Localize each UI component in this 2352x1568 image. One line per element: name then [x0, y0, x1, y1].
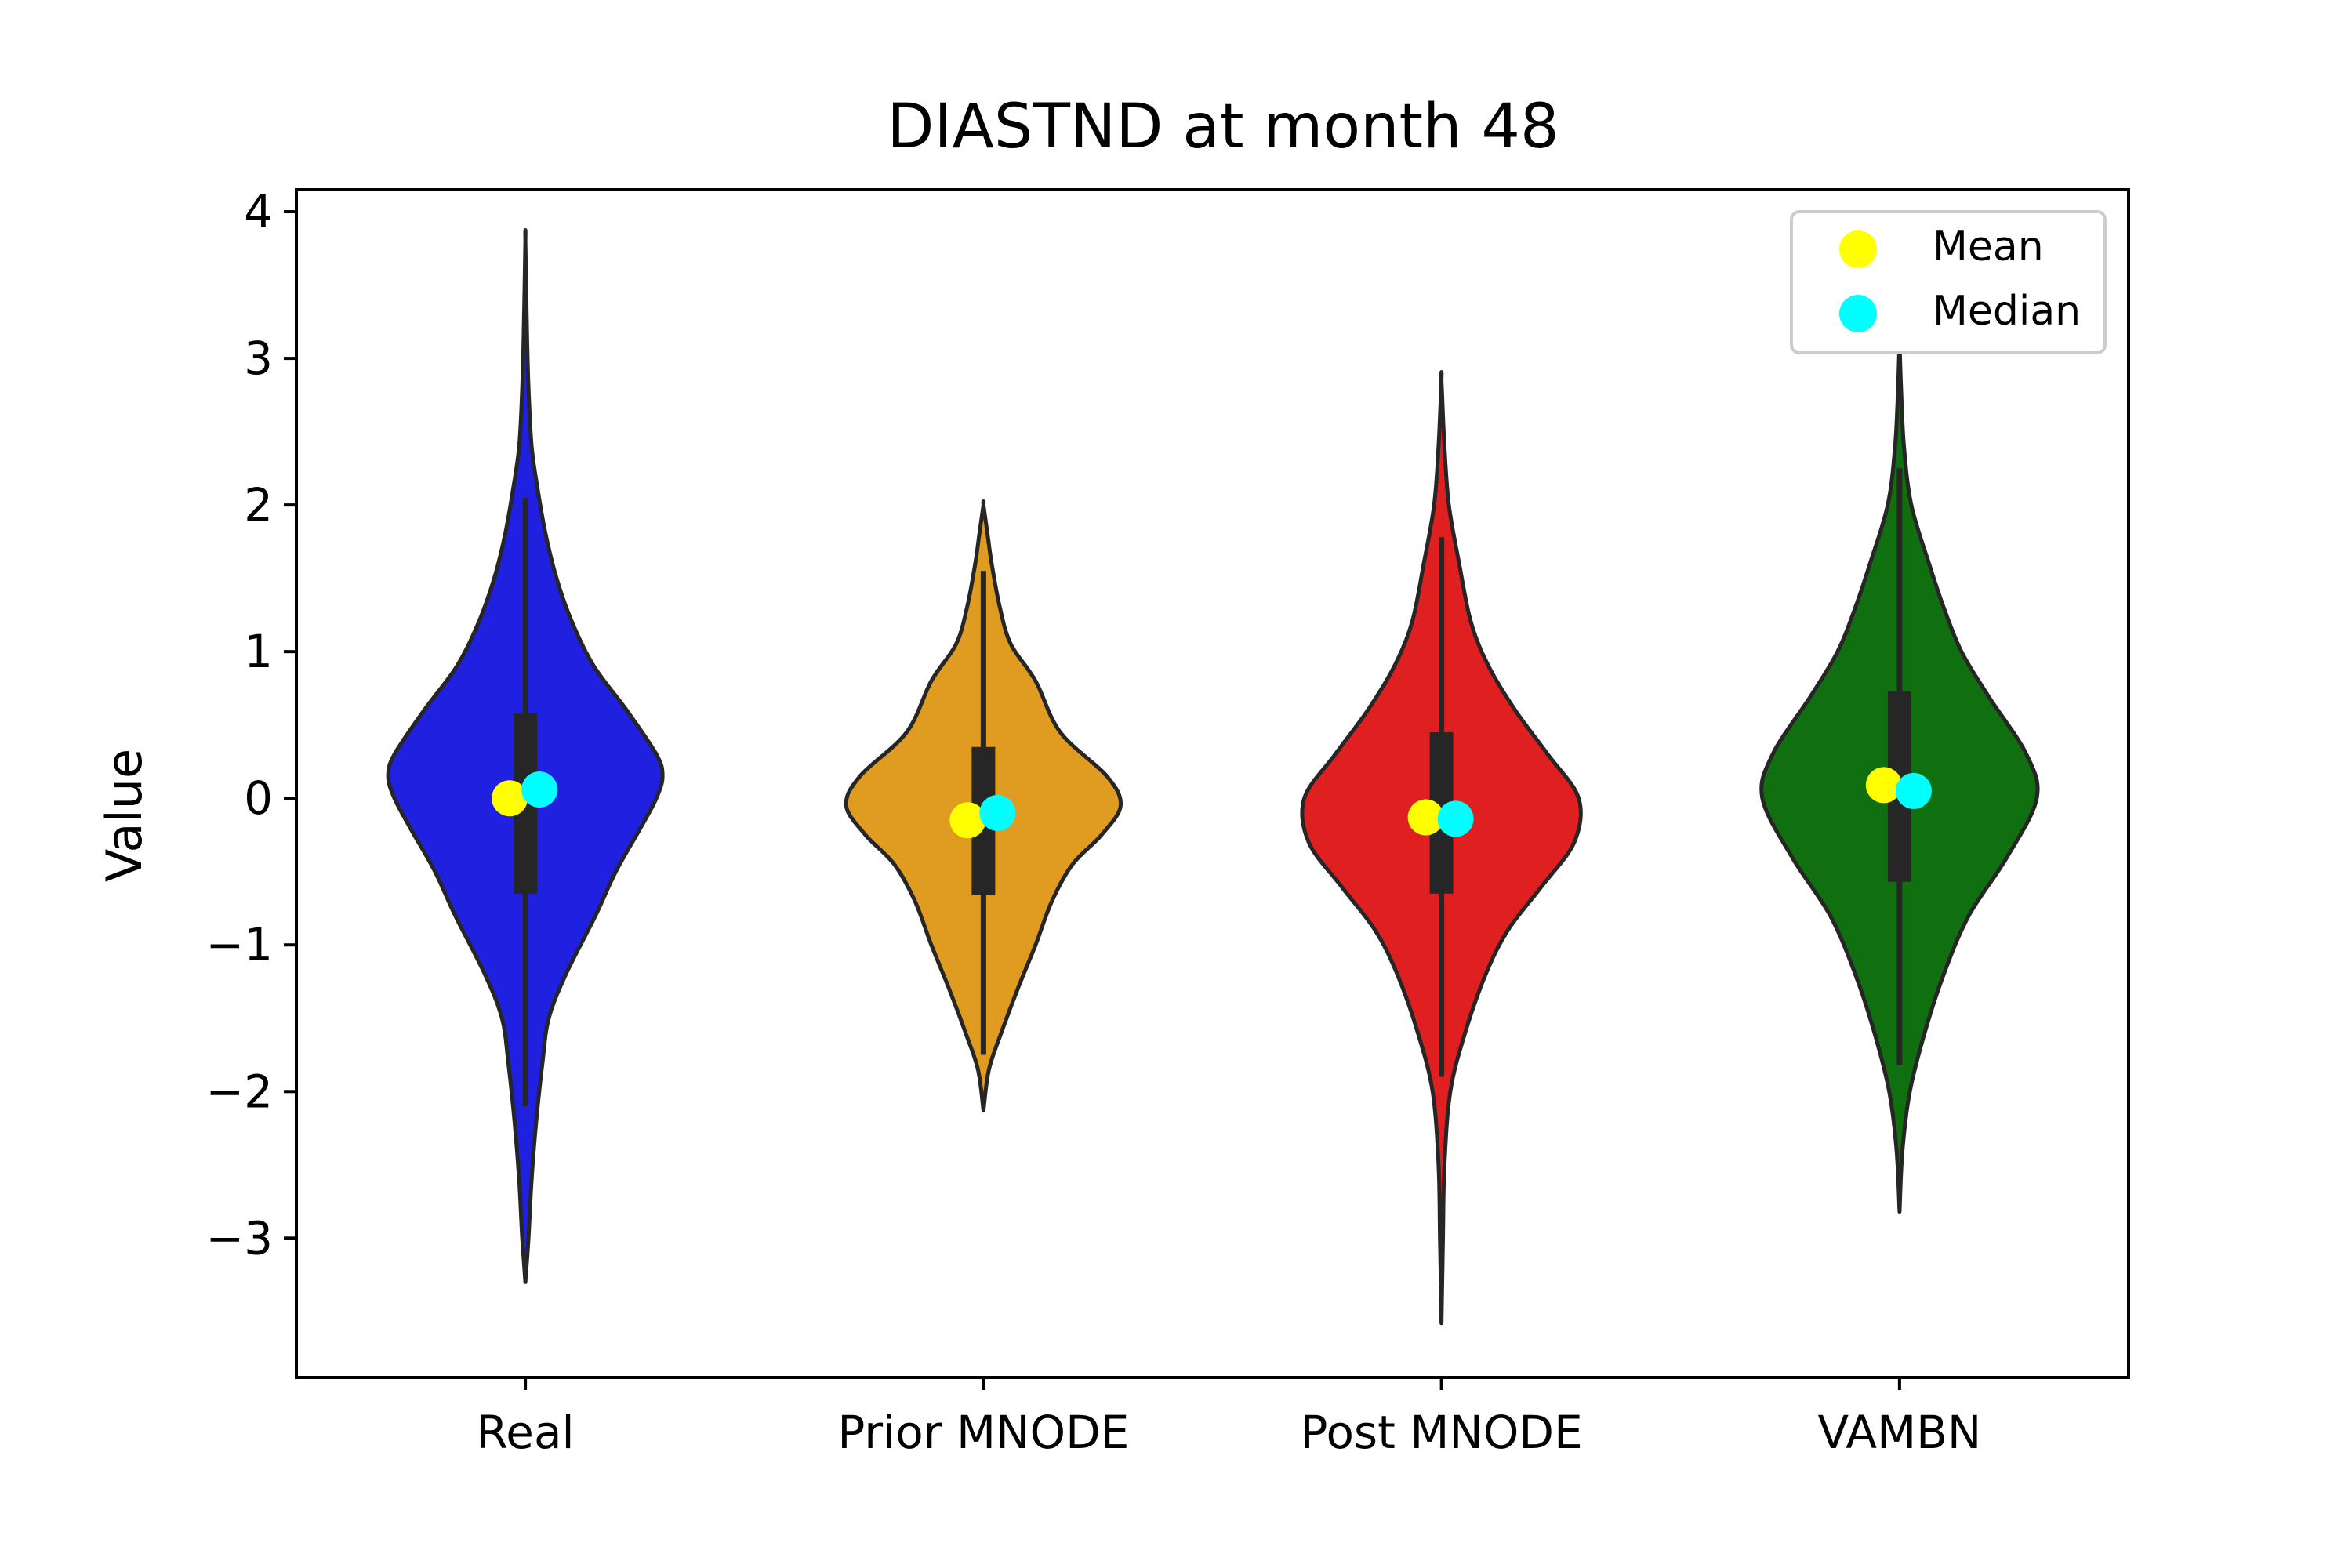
- mean-marker: [1865, 767, 1902, 804]
- mean-marker: [949, 802, 986, 839]
- legend-mean-label: Mean: [1933, 223, 2044, 270]
- x-tick-label: Real: [477, 1406, 575, 1459]
- x-tick-label: Post MNODE: [1301, 1406, 1583, 1459]
- chart-title: DIASTND at month 48: [887, 92, 1559, 162]
- legend-median-marker: [1839, 295, 1877, 332]
- y-tick-label: −3: [206, 1211, 274, 1265]
- y-tick-label: 3: [244, 332, 273, 385]
- y-tick-label: 2: [244, 478, 273, 532]
- x-tick-label: VAMBN: [1817, 1406, 1981, 1459]
- mean-marker: [492, 780, 528, 817]
- legend: Mean Median: [1790, 210, 2107, 354]
- y-tick-label: 0: [244, 771, 273, 825]
- y-tick-label: −1: [206, 918, 274, 971]
- y-tick-label: 4: [244, 185, 273, 238]
- plot-area: −3 −2 −1 0 1 2 3 4 Real Prior MNODE Post MNODE VAMB…: [206, 185, 2130, 1459]
- mean-marker: [1407, 799, 1444, 836]
- median-marker: [1895, 772, 1932, 809]
- legend-median-label: Median: [1933, 288, 2081, 335]
- y-tick-label: −2: [206, 1065, 274, 1118]
- median-marker: [521, 771, 558, 808]
- y-tick-label: 1: [244, 625, 273, 678]
- median-marker: [979, 794, 1016, 831]
- x-tick-label: Prior MNODE: [837, 1406, 1129, 1459]
- median-marker: [1437, 800, 1474, 837]
- y-axis-label: Value: [96, 749, 153, 882]
- axes-frame: [295, 188, 2130, 1379]
- legend-mean-marker: [1839, 230, 1877, 268]
